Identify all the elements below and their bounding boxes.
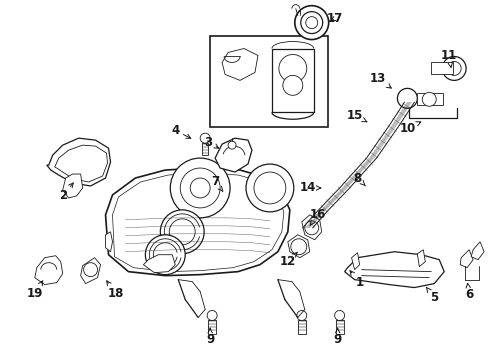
Text: 3: 3	[204, 136, 219, 149]
Circle shape	[171, 158, 230, 218]
Bar	[298, 320, 306, 334]
Circle shape	[146, 235, 185, 275]
Bar	[272, 49, 314, 112]
Text: 9: 9	[206, 328, 214, 346]
Circle shape	[291, 239, 307, 255]
Circle shape	[169, 219, 195, 245]
Circle shape	[200, 133, 210, 143]
Text: 18: 18	[107, 281, 123, 300]
Polygon shape	[144, 255, 175, 273]
Text: 2: 2	[59, 183, 73, 202]
Polygon shape	[215, 138, 252, 172]
Bar	[431, 62, 453, 75]
Polygon shape	[81, 258, 100, 284]
Circle shape	[228, 141, 236, 149]
Circle shape	[306, 17, 318, 28]
Circle shape	[160, 210, 204, 254]
Text: 4: 4	[171, 124, 191, 138]
Polygon shape	[471, 242, 484, 260]
Circle shape	[295, 6, 329, 40]
Circle shape	[254, 172, 286, 204]
Text: 13: 13	[369, 72, 391, 88]
Circle shape	[84, 263, 98, 276]
Text: 16: 16	[310, 208, 326, 225]
Text: 14: 14	[299, 181, 320, 194]
Circle shape	[207, 310, 217, 320]
Circle shape	[442, 57, 466, 80]
Text: 1: 1	[350, 271, 364, 289]
Text: 17: 17	[326, 12, 343, 25]
Circle shape	[279, 54, 307, 82]
Circle shape	[246, 164, 294, 212]
Polygon shape	[47, 138, 111, 186]
Bar	[336, 320, 343, 334]
Text: 5: 5	[426, 287, 439, 304]
Text: 9: 9	[334, 328, 342, 346]
Text: 10: 10	[399, 122, 421, 135]
Text: 7: 7	[211, 175, 223, 192]
Circle shape	[190, 178, 210, 198]
Polygon shape	[417, 250, 425, 267]
Circle shape	[335, 310, 344, 320]
Polygon shape	[105, 232, 113, 252]
Text: 12: 12	[280, 252, 297, 268]
Circle shape	[305, 221, 318, 235]
Text: 6: 6	[465, 283, 473, 301]
Text: 15: 15	[346, 109, 367, 122]
Bar	[208, 320, 216, 334]
Polygon shape	[288, 235, 310, 258]
Polygon shape	[302, 215, 322, 240]
Bar	[417, 93, 443, 105]
Text: 19: 19	[26, 281, 43, 300]
Polygon shape	[105, 168, 290, 276]
Polygon shape	[344, 252, 444, 288]
Circle shape	[297, 310, 307, 320]
Polygon shape	[460, 250, 473, 268]
Polygon shape	[222, 49, 258, 80]
Polygon shape	[63, 174, 83, 198]
Polygon shape	[35, 256, 63, 285]
Circle shape	[283, 75, 303, 95]
Circle shape	[422, 92, 436, 106]
Text: 11: 11	[441, 49, 457, 67]
Circle shape	[180, 168, 220, 208]
Polygon shape	[352, 253, 360, 270]
Bar	[210, 36, 328, 127]
Circle shape	[447, 62, 461, 75]
Text: 8: 8	[353, 171, 366, 186]
Circle shape	[301, 12, 323, 33]
Bar	[202, 143, 208, 155]
Circle shape	[397, 88, 417, 108]
